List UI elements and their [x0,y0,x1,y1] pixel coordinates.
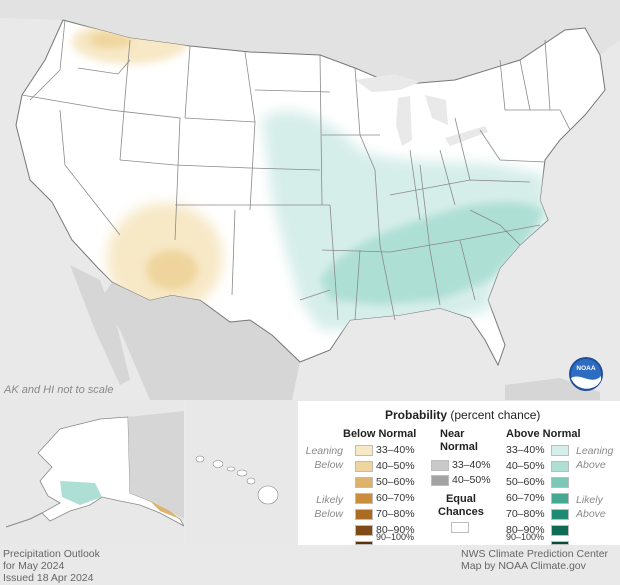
above-swatch-50-60 [551,477,569,488]
above-label-70-80: 70–80% [506,508,545,520]
equal-chances-swatch [451,522,469,533]
footer-credit: Map by NOAA Climate.gov [461,560,586,572]
alaska-inset [0,401,184,545]
contiguous-us-map: NOAA [0,0,620,400]
below-label-70-80: 70–80% [376,508,415,520]
near-swatch-40-50 [431,475,449,486]
near-normal-header: Near Normal [440,428,478,453]
above-label-60-70: 60–70% [506,492,545,504]
cuba-land [505,378,600,400]
above-swatch-60-70 [551,493,569,504]
below-swatch-70-80 [355,509,373,520]
below-label-40-50: 40–50% [376,460,415,472]
near-swatch-33-40 [431,460,449,471]
mexico-land [100,282,300,400]
footer-product-title: Precipitation Outlook [3,548,100,560]
below-swatch-33-40 [355,445,373,456]
above-label-90-100: 90–100% [506,532,545,542]
above-label-80-90: 80–90% [506,524,545,536]
above-swatch-80-90 [551,525,569,536]
legend-title: Probability (percent chance) [385,408,540,422]
legend-title-main: Probability [385,408,448,422]
hawaii-islands [195,455,279,505]
below-label-33-40: 33–40% [376,444,415,456]
equal-chances-label: Equal Chances [438,493,484,518]
below-label-60-70: 60–70% [376,492,415,504]
probability-shading [72,20,548,331]
leaning-below-label: Leaning Below [305,445,343,471]
east-above-40-50 [320,201,545,305]
above-label-40-50: 40–50% [506,460,545,472]
alaska-below-shading [150,501,180,519]
alaska-aleutians [5,512,43,528]
above-swatch-33-40 [551,445,569,456]
lake-michigan [396,96,412,146]
lake-superior [355,74,420,92]
footer-source: NWS Climate Prediction Center [461,548,609,560]
footer-valid-period: for May 2024 [3,560,65,572]
below-swatch-80-90 [355,525,373,536]
likely-below-label: Likely Below [314,494,343,520]
scale-note: AK and HI not to scale [4,384,114,396]
above-normal-header: Above Normal [506,428,581,440]
below-swatch-40-50 [355,461,373,472]
sw-below-40-50 [146,250,198,290]
likely-above-label: Likely Above [576,494,606,520]
below-label-90-100: 90–100% [376,532,415,542]
near-label-40-50: 40–50% [452,474,491,486]
above-swatch-40-50 [551,461,569,472]
above-label-33-40: 33–40% [506,444,545,456]
lake-huron [425,95,448,125]
footer-right: NWS Climate Prediction Center Map by NOA… [461,548,608,572]
state-borders [21,19,571,321]
baja-land [70,265,130,385]
hawaii-inset [186,401,297,545]
below-label-80-90: 80–90% [376,524,415,536]
above-normal-areas [262,110,548,331]
canada-land [0,0,620,85]
noaa-logo-text: NOAA [576,365,595,372]
near-label-33-40: 33–40% [452,459,491,471]
above-swatch-70-80 [551,509,569,520]
below-swatch-60-70 [355,493,373,504]
above-label-50-60: 50–60% [506,476,545,488]
pnw-below-40-50 [88,32,132,48]
below-swatch-50-60 [355,477,373,488]
canada-inset-land [128,411,184,519]
lake-erie [445,126,488,146]
legend-panel: Probability (percent chance) Below Norma… [298,401,620,545]
noaa-logo: NOAA [569,357,603,391]
legend-title-suffix: (percent chance) [450,408,541,422]
leaning-above-label: Leaning Above [576,445,614,471]
footer-left: Precipitation Outlook for May 2024 Issue… [3,548,100,584]
alaska-above-shading [60,481,102,505]
below-swatch-90-100 [355,541,373,545]
below-label-50-60: 50–60% [376,476,415,488]
below-normal-header: Below Normal [343,428,417,440]
footer-issue-date: Issued 18 Apr 2024 [3,572,94,584]
above-swatch-90-100 [551,541,569,545]
